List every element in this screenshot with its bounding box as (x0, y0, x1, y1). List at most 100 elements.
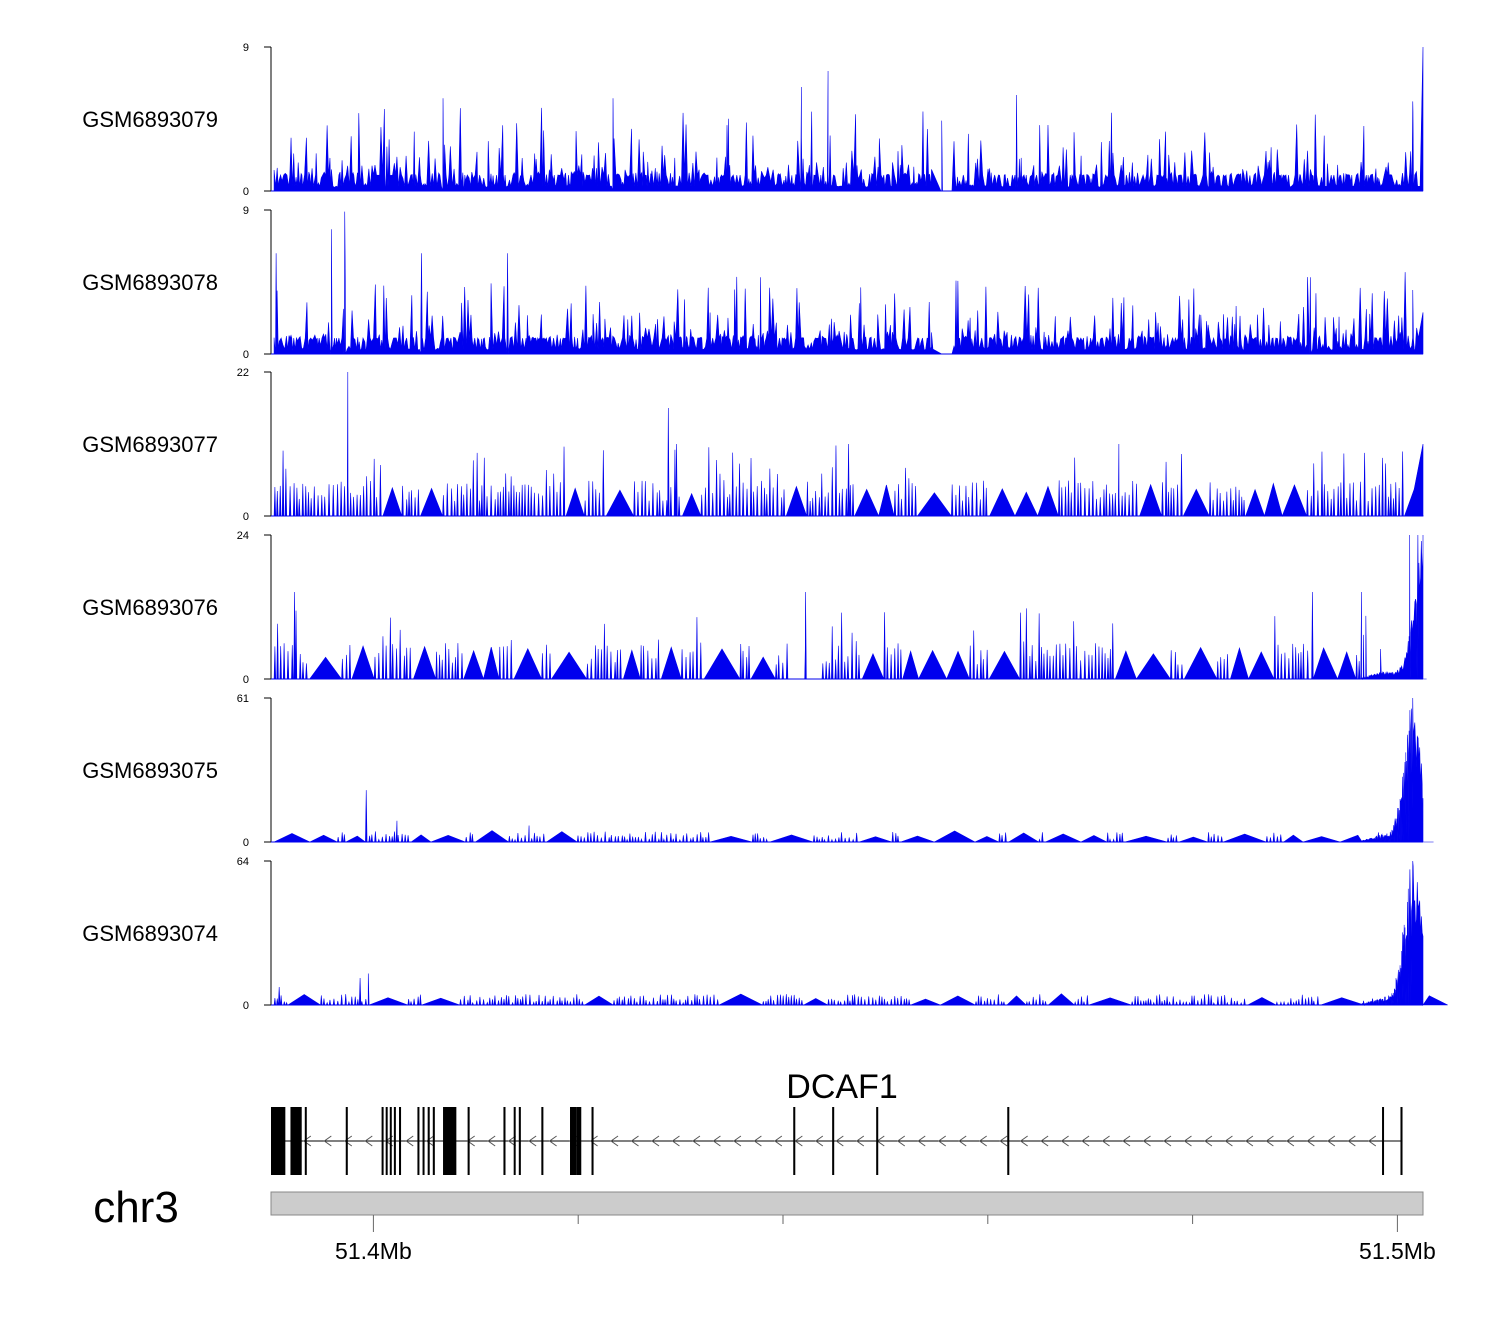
strand-arrow (1101, 1135, 1110, 1147)
strand-arrow (917, 1135, 926, 1147)
x-axis-tick-label: 51.4Mb (335, 1238, 412, 1264)
strand-arrow (343, 1135, 353, 1147)
strand-arrow (1040, 1135, 1049, 1147)
exon (399, 1107, 402, 1175)
strand-arrow (1224, 1135, 1233, 1147)
strand-arrow (589, 1135, 598, 1147)
track-label: GSM6893075 (82, 758, 218, 783)
strand-arrow (548, 1135, 557, 1147)
strand-arrow (1122, 1135, 1131, 1147)
track-label: GSM6893077 (82, 432, 218, 457)
track-gsm6893076: GSM6893076 24 0 (82, 530, 1427, 686)
strand-arrow (1142, 1135, 1151, 1147)
strand-arrow (712, 1135, 721, 1147)
track-gsm6893077: GSM6893077 22 0 (82, 367, 1424, 523)
strand-arrow (937, 1135, 947, 1147)
coverage-area (273, 371, 1424, 518)
coverage-area (273, 697, 1434, 843)
exon (1400, 1107, 1403, 1175)
y-axis-label-min: 0 (243, 837, 249, 849)
strand-arrow (1019, 1135, 1028, 1147)
strand-arrow (1347, 1135, 1356, 1147)
exon (541, 1107, 544, 1175)
strand-arrow (323, 1135, 332, 1147)
y-axis-label-max: 24 (237, 530, 249, 542)
strand-arrow (1183, 1135, 1192, 1147)
exon (427, 1107, 430, 1175)
exon (513, 1107, 516, 1175)
exon (1007, 1107, 1010, 1175)
y-axis-label-max: 64 (237, 856, 249, 868)
y-axis-label-max: 22 (237, 367, 249, 379)
track-gsm6893078: GSM6893078 9 0 (82, 205, 1424, 361)
track-label: GSM6893076 (82, 595, 218, 620)
exon (432, 1107, 435, 1175)
exon (793, 1107, 796, 1175)
exon (518, 1107, 521, 1175)
strand-arrow (1367, 1135, 1377, 1147)
strand-arrow (630, 1135, 639, 1147)
y-axis-label-max: 9 (243, 42, 249, 54)
coverage-area (273, 46, 1424, 192)
strand-arrow (1326, 1135, 1336, 1147)
exon (1382, 1107, 1385, 1175)
strand-arrow (855, 1135, 865, 1147)
exon (443, 1107, 457, 1175)
coverage-tracks: GSM689307990GSM689307890GSM6893077220GSM… (82, 42, 1448, 1012)
strand-arrow (1060, 1135, 1069, 1147)
strand-arrow (1265, 1135, 1274, 1147)
coverage-area (273, 534, 1427, 681)
strand-arrow (651, 1135, 660, 1147)
track-label: GSM6893079 (82, 107, 218, 132)
y-axis-label-max: 61 (237, 693, 249, 705)
exon (385, 1107, 388, 1175)
strand-arrow (753, 1135, 762, 1147)
exon (832, 1107, 835, 1175)
strand-arrow (487, 1135, 496, 1147)
strand-arrow (1163, 1135, 1172, 1147)
exon (876, 1107, 879, 1175)
strand-arrow (733, 1135, 742, 1147)
track-label: GSM6893074 (82, 921, 218, 946)
exon (389, 1107, 392, 1175)
strand-arrow (835, 1135, 844, 1147)
y-axis-label-min: 0 (243, 674, 249, 686)
y-axis-label-min: 0 (243, 1000, 249, 1012)
y-axis-label-min: 0 (243, 349, 249, 361)
strand-arrow (425, 1135, 435, 1147)
gene-label: DCAF1 (786, 1068, 897, 1106)
strand-arrow (302, 1135, 312, 1147)
strand-arrow (958, 1135, 967, 1147)
strand-arrow (405, 1135, 414, 1147)
strand-arrow (999, 1135, 1008, 1147)
y-axis-label-max: 9 (243, 205, 249, 217)
strand-arrow (1245, 1135, 1254, 1147)
strand-arrow (1081, 1135, 1090, 1147)
track-gsm6893074: GSM6893074 64 0 (82, 856, 1448, 1012)
strand-arrow (1204, 1135, 1213, 1147)
strand-arrow (1306, 1135, 1315, 1147)
exon (381, 1107, 384, 1175)
coverage-area (273, 860, 1448, 1007)
strand-arrow (364, 1135, 373, 1147)
exon (422, 1107, 425, 1175)
strand-arrow (507, 1135, 516, 1147)
y-axis-label-min: 0 (243, 511, 249, 523)
strand-arrow (794, 1135, 803, 1147)
strand-arrow (610, 1135, 619, 1147)
exon (290, 1107, 302, 1175)
exon (503, 1107, 506, 1175)
exon (570, 1107, 577, 1175)
gene-model: DCAF1 (271, 1068, 1403, 1175)
exon (304, 1107, 307, 1175)
exon (576, 1107, 582, 1175)
chromosome-label: chr3 (93, 1183, 179, 1232)
strand-arrow (978, 1135, 987, 1147)
exon (345, 1107, 348, 1175)
strand-arrow (671, 1135, 680, 1147)
track-gsm6893075: GSM6893075 61 0 (82, 693, 1434, 849)
chromosome-ideogram-band (270, 1191, 1424, 1216)
x-axis-tick-label: 51.5Mb (1359, 1238, 1436, 1264)
strand-arrow (1286, 1135, 1295, 1147)
